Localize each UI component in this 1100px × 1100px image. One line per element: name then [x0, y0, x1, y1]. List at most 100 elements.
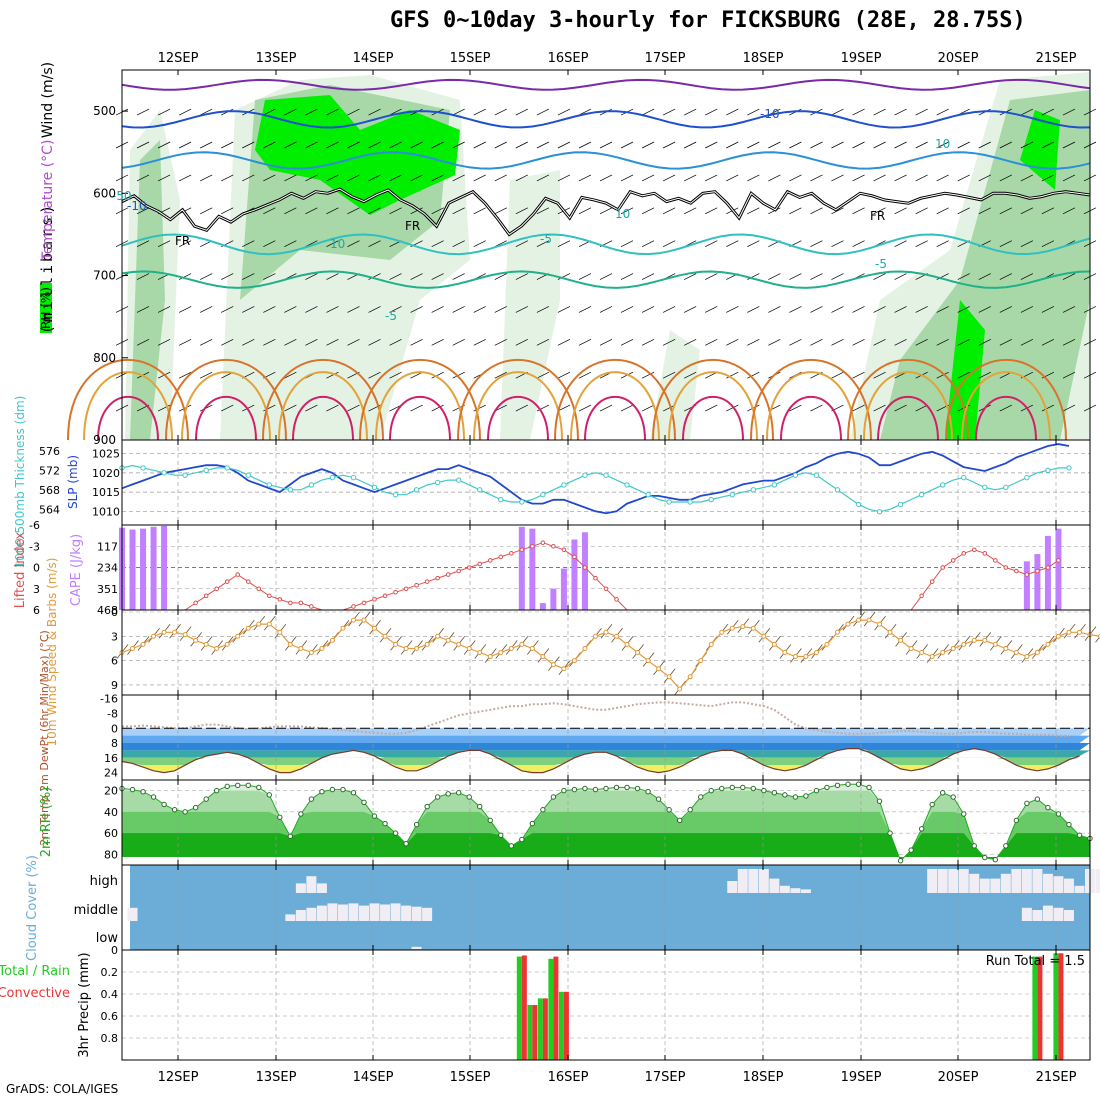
wind-barb: [136, 108, 150, 116]
precip-axis-label: 3hr Precip (mm): [77, 952, 92, 1057]
rh-point: [340, 786, 346, 793]
wind-barb: [768, 339, 781, 346]
lifted-index-point: [193, 600, 198, 606]
rh-tick-label: 80: [104, 848, 118, 861]
wind-barb: [726, 240, 739, 247]
cloud-cell: [337, 904, 348, 921]
thickness-point: [729, 491, 735, 498]
wind-speed-point: [1066, 629, 1072, 635]
wind-speed-point: [803, 654, 809, 660]
wind-speed-point: [677, 686, 683, 692]
wind-barb: [852, 339, 865, 346]
wind-barb: [662, 306, 676, 313]
wind-barb: [999, 339, 1012, 346]
thickness-line: [121, 464, 1069, 513]
wind-speed-point: [708, 641, 714, 647]
rh-point: [740, 784, 746, 791]
precip-total-bar: [1053, 953, 1059, 1060]
rh-region-mid: [130, 140, 165, 440]
wind-barb: [768, 306, 781, 313]
wind-speed-point: [161, 629, 167, 635]
wind-barb: [305, 339, 318, 346]
wind-barb: [810, 339, 823, 346]
rh-point: [329, 786, 336, 793]
lifted-index-point: [603, 586, 609, 592]
rh-point: [655, 796, 662, 802]
temp-tick-label: -8: [107, 707, 118, 720]
date-label-top: 15SEP: [450, 51, 491, 66]
cape-bar: [518, 526, 525, 610]
wind-speed-point: [645, 658, 651, 664]
lifted-index-point: [466, 565, 472, 570]
wind-barb: [452, 273, 465, 280]
cape-tick-label: 468: [97, 604, 118, 617]
cape-bar: [539, 603, 546, 610]
wind-barb: [157, 306, 171, 313]
wind-barb: [557, 108, 571, 116]
wind-barb: [136, 306, 150, 313]
wind-barb: [978, 174, 991, 182]
wind-barb: [536, 306, 550, 313]
rh-point: [371, 813, 378, 819]
rh-point: [445, 791, 451, 797]
wind-barb: [978, 371, 991, 379]
wind-barb: [747, 174, 760, 182]
cloud-cell: [411, 906, 422, 921]
wind-speed-point: [898, 637, 904, 643]
wind-barb: [368, 306, 381, 313]
wind-barb: [1020, 339, 1034, 346]
cape-bar: [1034, 554, 1041, 610]
wind-barb: [178, 339, 192, 346]
precip-convective-bar: [542, 998, 548, 1060]
wind-barb: [999, 174, 1012, 182]
date-label-top: 20SEP: [938, 51, 979, 66]
wind-barb: [957, 339, 970, 346]
chart-title: GFS 0~10day 3-hourly for FICKSBURG (28E,…: [390, 8, 1026, 33]
wind-barb: [684, 207, 697, 215]
wind-speed-point: [172, 629, 178, 635]
lifted-index-point: [530, 543, 535, 549]
wind-barb: [599, 404, 613, 412]
rh-region-mid: [880, 90, 1090, 440]
wind-barb: [178, 240, 192, 247]
thickness-point: [498, 496, 504, 503]
thickness-point: [603, 472, 609, 478]
wind-barb: [978, 141, 991, 149]
wind-barb: [410, 371, 423, 379]
lifted-index-point: [961, 551, 967, 556]
date-label-bottom: 17SEP: [645, 1070, 686, 1085]
wind-speed-point: [666, 674, 672, 680]
thickness-point: [645, 491, 651, 498]
rh-point: [1003, 843, 1009, 849]
lifted-index-point: [414, 582, 419, 588]
wind-barb: [894, 207, 907, 215]
cloud-cell: [1042, 873, 1053, 893]
wind-barb: [831, 371, 844, 379]
wind-barb: [410, 306, 423, 313]
rh-point: [529, 820, 536, 827]
lifted-index-point: [224, 579, 230, 584]
rh-point: [792, 794, 799, 800]
date-label-top: 14SEP: [353, 51, 394, 66]
wind-barb: [578, 371, 592, 379]
temp-band-warm: [122, 743, 1090, 751]
pressure-tick-label: 800: [93, 351, 116, 365]
wind-speed-point: [761, 633, 767, 639]
wind-speed-point: [729, 625, 735, 631]
lifted-index-point: [351, 604, 356, 609]
wind-axis-label: Wind (m/s): [40, 62, 56, 138]
wind-barb: [1062, 339, 1076, 346]
cloud-cell: [127, 907, 138, 921]
cloud-cell: [927, 869, 938, 893]
wind-barb: [178, 108, 192, 116]
lifted-index-point: [582, 565, 588, 570]
cloud-level-label: middle: [74, 903, 118, 918]
wind-speed-point: [540, 654, 546, 660]
lifted-index-point: [403, 586, 409, 592]
rh-point: [140, 788, 146, 795]
wind-barb: [473, 108, 486, 116]
lifted-index-point: [214, 586, 219, 592]
wind-barb: [726, 306, 739, 313]
thickness-point: [582, 472, 588, 478]
cloud-cell: [316, 905, 327, 921]
